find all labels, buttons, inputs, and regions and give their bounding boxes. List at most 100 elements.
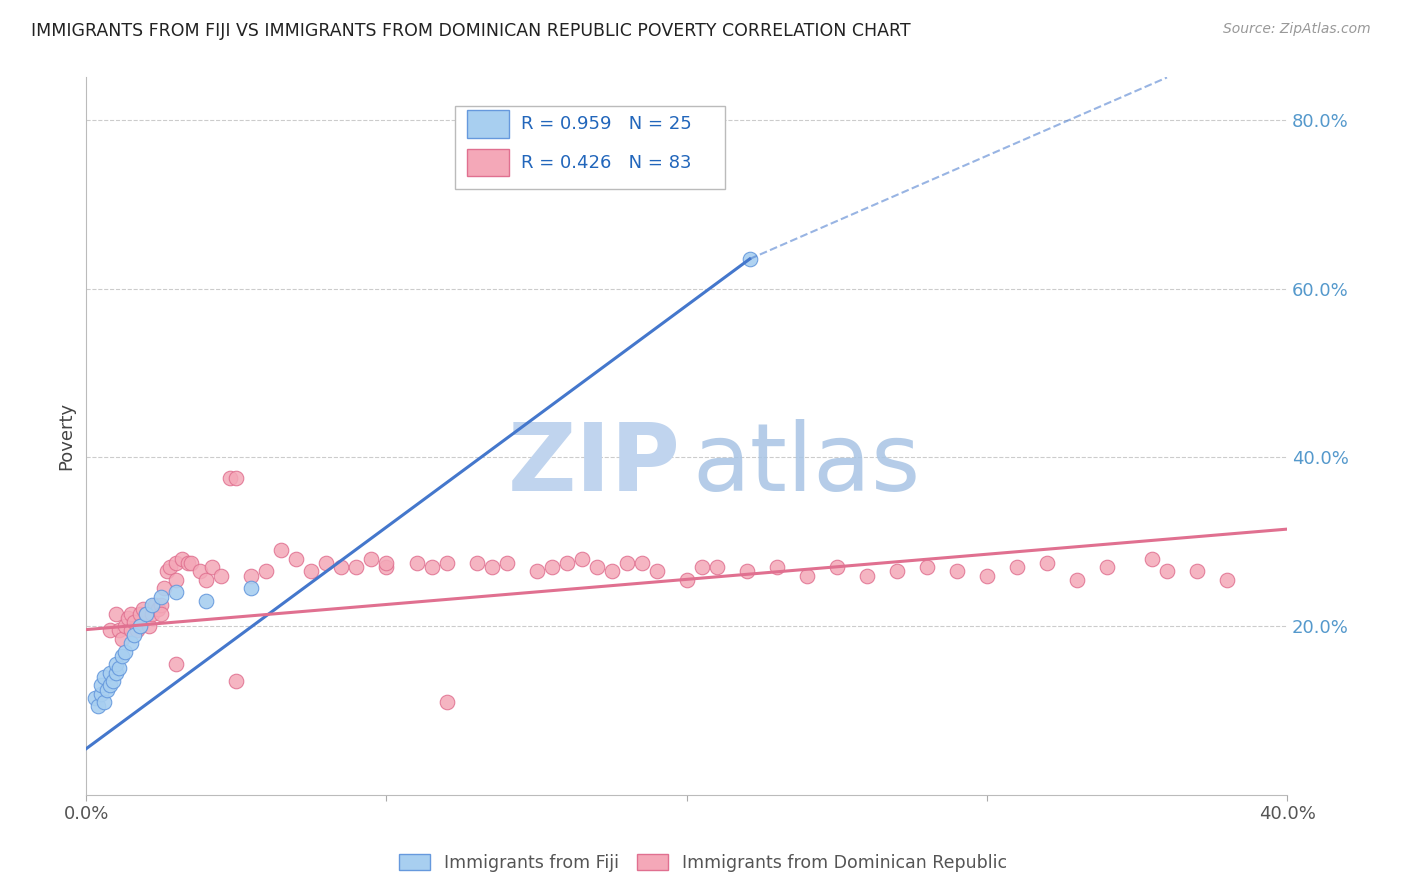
Point (90, 678, 112, 692)
Point (690, 560, 713, 574)
Point (111, 648, 134, 663)
Text: R = 0.959   N = 25: R = 0.959 N = 25 (522, 115, 692, 133)
Point (571, 551, 593, 566)
Point (915, 560, 938, 574)
Point (93, 670, 115, 684)
Point (120, 636, 142, 650)
Point (195, 573, 218, 587)
Point (330, 560, 353, 574)
Point (165, 657, 187, 672)
Point (127, 624, 149, 638)
Point (1156, 565, 1178, 579)
Point (98, 678, 121, 692)
Point (225, 674, 247, 689)
Point (93, 695, 115, 709)
Point (129, 619, 152, 633)
Point (87, 699, 110, 714)
Point (111, 632, 134, 646)
Point (135, 607, 157, 621)
Point (114, 619, 136, 633)
FancyBboxPatch shape (467, 111, 509, 137)
Text: IMMIGRANTS FROM FIJI VS IMMIGRANTS FROM DOMINICAN REPUBLIC POVERTY CORRELATION C: IMMIGRANTS FROM FIJI VS IMMIGRANTS FROM … (31, 22, 911, 40)
Point (141, 607, 163, 621)
Point (436, 556, 458, 570)
Point (526, 565, 548, 579)
Point (856, 568, 879, 582)
Point (172, 551, 194, 566)
Point (120, 624, 142, 638)
Text: ZIP: ZIP (508, 419, 681, 511)
Point (481, 560, 503, 574)
Point (420, 560, 443, 574)
Point (495, 556, 517, 570)
Text: Source: ZipAtlas.com: Source: ZipAtlas.com (1223, 22, 1371, 37)
Point (141, 598, 163, 612)
Point (153, 581, 176, 595)
Point (675, 573, 697, 587)
Point (103, 674, 125, 689)
Point (738, 252, 761, 266)
Point (105, 665, 128, 680)
Point (254, 565, 277, 579)
Point (375, 560, 398, 574)
Point (150, 607, 173, 621)
Point (735, 565, 758, 579)
Point (886, 565, 908, 579)
Point (124, 615, 146, 629)
Point (1036, 556, 1059, 570)
Point (143, 598, 166, 612)
Point (616, 556, 638, 570)
Point (1095, 560, 1118, 574)
Point (132, 602, 155, 616)
Point (190, 565, 212, 579)
Point (346, 560, 368, 574)
Point (159, 560, 181, 574)
Point (706, 560, 728, 574)
Point (315, 556, 337, 570)
Point (540, 560, 562, 574)
Point (1216, 573, 1239, 587)
Y-axis label: Poverty: Poverty (58, 402, 75, 470)
Point (225, 471, 247, 485)
FancyBboxPatch shape (456, 106, 725, 189)
Point (96, 682, 118, 697)
Point (150, 590, 173, 604)
Point (117, 611, 139, 625)
Legend: Immigrants from Fiji, Immigrants from Dominican Republic: Immigrants from Fiji, Immigrants from Do… (392, 847, 1014, 879)
Point (301, 565, 323, 579)
Point (129, 619, 152, 633)
Point (120, 607, 142, 621)
Point (114, 644, 136, 658)
Point (90, 687, 112, 701)
Point (285, 551, 308, 566)
Point (946, 565, 969, 579)
Point (630, 556, 652, 570)
Point (165, 573, 187, 587)
Point (124, 627, 146, 641)
Point (180, 556, 202, 570)
Point (585, 560, 607, 574)
Point (1185, 565, 1208, 579)
Point (219, 471, 242, 485)
Point (84, 690, 107, 705)
Point (108, 661, 131, 675)
Point (108, 624, 131, 638)
Point (98, 624, 121, 638)
Point (240, 581, 263, 595)
Point (148, 602, 170, 616)
Point (195, 594, 218, 608)
Point (645, 565, 668, 579)
Point (825, 560, 848, 574)
Point (375, 556, 398, 570)
Point (796, 568, 818, 582)
Point (105, 657, 128, 672)
Point (270, 543, 292, 558)
Point (600, 565, 623, 579)
Point (156, 565, 179, 579)
Point (177, 556, 200, 570)
Point (405, 556, 427, 570)
Point (209, 568, 232, 582)
Point (98, 665, 121, 680)
Point (436, 695, 458, 709)
Point (165, 556, 187, 570)
